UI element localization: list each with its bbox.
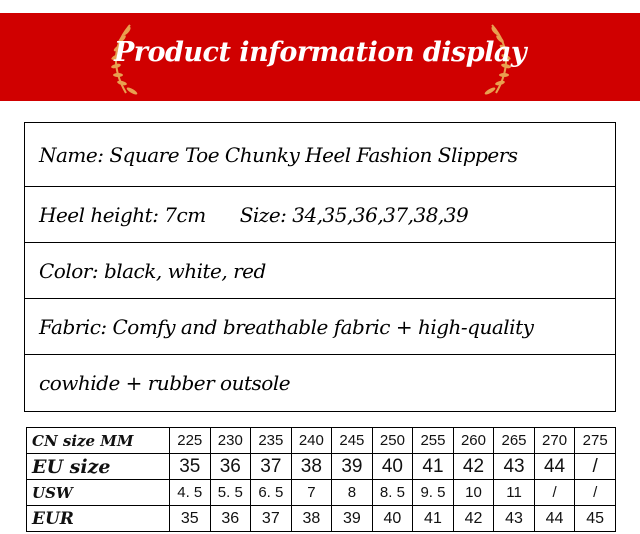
size-row-label: CN size MM: [26, 427, 170, 454]
size-cell: 41: [412, 505, 454, 532]
size-cell: 230: [209, 427, 252, 454]
size-cell: 11: [493, 479, 535, 506]
size-cell: 275: [574, 427, 616, 454]
size-cell: 225: [169, 427, 211, 454]
size-cell: 36: [209, 505, 252, 532]
banner-title: Product information display: [113, 37, 527, 68]
size-cell: 10: [452, 479, 495, 506]
laurel-left-icon: [111, 24, 138, 95]
size-cell: 6. 5: [250, 479, 292, 506]
size-cell: 38: [290, 453, 333, 480]
size-row-label: USW: [26, 479, 170, 506]
size-cell: 41: [412, 453, 454, 480]
size-cell: 265: [493, 427, 535, 454]
size-cell: 8: [331, 479, 373, 506]
size-cell: 42: [452, 505, 495, 532]
product-color: Color: black, white, red: [25, 243, 615, 299]
product-fabric: Fabric: Comfy and breathable fabric + hi…: [25, 299, 615, 355]
product-fabric-continued: cowhide + rubber outsole: [39, 371, 291, 395]
size-table-row: EUR 35 36 37 38 39 40 41 42 43 44 45: [26, 505, 616, 532]
size-cell: 35: [169, 505, 211, 532]
size-cell: 8. 5: [371, 479, 414, 506]
size-cell: /: [574, 453, 616, 480]
size-cell: 39: [331, 505, 373, 532]
size-cell: 5. 5: [209, 479, 252, 506]
size-table-row: CN size MM 225 230 235 240 245 250 255 260 265 270…: [26, 427, 616, 454]
size-cell: 235: [250, 427, 292, 454]
size-cell: /: [574, 479, 616, 506]
size-cell: 37: [250, 505, 292, 532]
size-cell: 44: [533, 505, 576, 532]
size-cell: 39: [331, 453, 373, 480]
heel-height: Heel height: 7cm: [39, 202, 206, 227]
size-cell: 43: [493, 453, 535, 480]
product-name: Name: Square Toe Chunky Heel Fashion Sli…: [25, 123, 615, 187]
size-cell: 260: [452, 427, 495, 454]
size-row-label: EU size: [26, 453, 170, 480]
size-cell: 270: [533, 427, 576, 454]
size-range: Size: 34,35,36,37,38,39: [239, 202, 469, 227]
size-cell: 45: [574, 505, 616, 532]
size-cell: 240: [290, 427, 333, 454]
size-cell: 44: [533, 453, 576, 480]
size-cell: 245: [331, 427, 373, 454]
size-table: CN size MM 225 230 235 240 245 250 255 260 265 270…: [26, 427, 616, 532]
size-cell: 37: [250, 453, 292, 480]
size-cell: 9. 5: [412, 479, 454, 506]
size-cell: /: [533, 479, 576, 506]
size-cell: 7: [290, 479, 333, 506]
size-cell: 250: [371, 427, 414, 454]
size-cell: 38: [290, 505, 333, 532]
size-table-row: EU size 35 36 37 38 39 40 41 42 43 44/: [26, 453, 616, 480]
size-row-label: EUR: [26, 505, 170, 532]
size-cell: 43: [493, 505, 535, 532]
size-cell: 35: [169, 453, 211, 480]
size-table-row: USW 4. 5 5. 5 6. 5 7 8 8. 5 9. 5 10 11//: [26, 479, 616, 506]
heel-size-row: Heel height: 7cm Size: 34,35,36,37,38,39: [25, 187, 615, 243]
size-cell: 255: [412, 427, 454, 454]
header-banner: Product information display: [0, 13, 640, 101]
size-cell: 40: [371, 505, 414, 532]
size-cell: 40: [371, 453, 414, 480]
size-cell: 36: [209, 453, 252, 480]
laurel-right-icon: [484, 24, 511, 95]
size-cell: 42: [452, 453, 495, 480]
size-cell: 4. 5: [169, 479, 211, 506]
product-info-box: Name: Square Toe Chunky Heel Fashion Sli…: [24, 122, 616, 412]
